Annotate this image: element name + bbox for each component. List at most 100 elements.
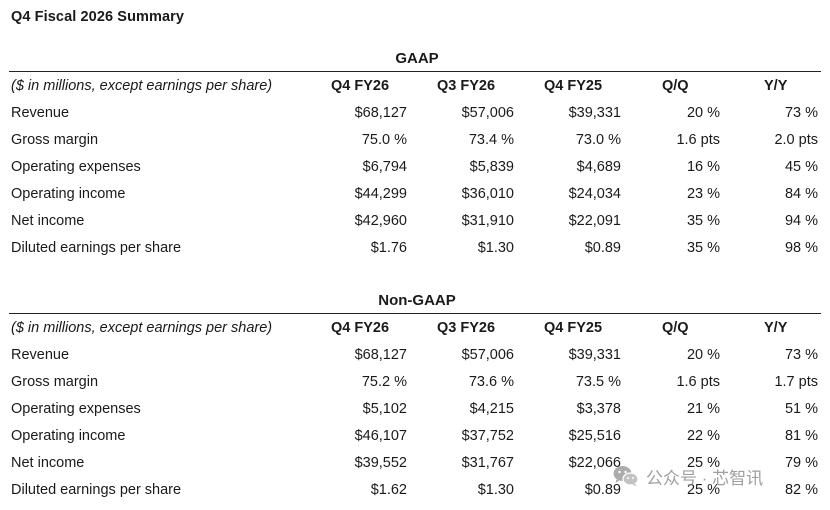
cell-q3fy26: $5,839: [469, 158, 514, 175]
table-row: Gross margin 75.0 % 73.4 % 73.0 % 1.6 pts 2.0…: [0, 127, 830, 153]
cell-qq: 35 %: [686, 212, 720, 229]
cell-qq: 23 %: [686, 185, 720, 202]
cell-yy: 51 %: [784, 400, 818, 417]
cell-yy: 1.7 pts: [774, 373, 818, 390]
cell-qq: 20 %: [686, 105, 720, 121]
cell-q3fy26: $37,752: [461, 427, 514, 444]
section-title: Non-GAAP: [378, 292, 456, 309]
cell-q3fy26: $31,910: [461, 212, 514, 229]
row-label: Operating income: [11, 427, 126, 444]
row-label: Diluted earnings per share: [11, 239, 182, 256]
column-header-q4fy26: Q4 FY26: [331, 320, 390, 336]
cell-q4fy26: $5,102: [362, 400, 407, 417]
cell-qq: 35 %: [686, 239, 720, 256]
cell-q4fy26: $1.76: [370, 239, 407, 256]
row-label: Net income: [11, 212, 85, 229]
cell-qq: 16 %: [686, 158, 720, 175]
table-row: Gross margin 75.2 % 73.6 % 73.5 % 1.6 pts 1.7…: [0, 369, 830, 395]
cell-yy: 84 %: [784, 185, 818, 202]
column-header-units: ($ in millions, except earnings per shar…: [11, 78, 273, 94]
row-label: Gross margin: [11, 373, 99, 390]
cell-q4fy26: $44,299: [354, 185, 407, 202]
cell-q4fy26: $68,127: [354, 105, 407, 121]
cell-yy: 98 %: [784, 239, 818, 256]
cell-q4fy25: $0.89: [584, 481, 621, 498]
table-row: Diluted earnings per share $1.62 $1.30 $0.8…: [0, 477, 830, 503]
cell-q4fy25: $4,689: [576, 158, 621, 175]
cell-qq: 21 %: [686, 400, 720, 417]
cell-q3fy26: $1.30: [477, 481, 514, 498]
cell-q3fy26: $57,006: [461, 347, 514, 363]
header-divider: [9, 313, 821, 314]
cell-qq: 22 %: [686, 427, 720, 444]
column-header-q4fy26: Q4 FY26: [331, 78, 390, 94]
cell-qq: 25 %: [686, 454, 720, 471]
cell-q4fy25: $39,331: [568, 347, 621, 363]
cell-q3fy26: 73.4 %: [468, 131, 514, 148]
cell-q4fy25: $3,378: [576, 400, 621, 417]
cell-yy: 94 %: [784, 212, 818, 229]
cell-q3fy26: $4,215: [469, 400, 514, 417]
table-row: Net income $39,552 $31,767 $22,066 25 % 79 %: [0, 450, 830, 476]
cell-q3fy26: $31,767: [461, 454, 514, 471]
cell-yy: 45 %: [784, 158, 818, 175]
column-header-yy: Y/Y: [764, 78, 788, 94]
cell-q4fy25: $0.89: [584, 239, 621, 256]
column-header-qq: Q/Q: [662, 78, 689, 94]
page-title: Q4 Fiscal 2026 Summary: [11, 9, 185, 25]
cell-q4fy25: 73.5 %: [575, 373, 621, 390]
cell-yy: 2.0 pts: [774, 131, 818, 148]
row-label: Operating expenses: [11, 158, 141, 175]
cell-yy: 81 %: [784, 427, 818, 444]
cell-yy: 73 %: [784, 105, 818, 121]
table-header-row: ($ in millions, except earnings per shar…: [0, 315, 830, 341]
cell-yy: 79 %: [784, 454, 818, 471]
table-row: Operating income $44,299 $36,010 $24,034 23 …: [0, 181, 830, 207]
cell-qq: 1.6 pts: [676, 373, 720, 390]
cell-q3fy26: 73.6 %: [468, 373, 514, 390]
table-row: Operating expenses $6,794 $5,839 $4,689 16 %…: [0, 154, 830, 180]
column-header-qq: Q/Q: [662, 320, 689, 336]
row-label: Revenue: [11, 347, 70, 363]
cell-q4fy26: $39,552: [354, 454, 407, 471]
section-title: GAAP: [395, 50, 439, 67]
cell-yy: 73 %: [784, 347, 818, 363]
column-header-q3fy26: Q3 FY26: [437, 320, 496, 336]
table-row: Diluted earnings per share $1.76 $1.30 $0.8…: [0, 235, 830, 261]
table-row: Operating income $46,107 $37,752 $25,516 22 …: [0, 423, 830, 449]
cell-q4fy25: $24,034: [568, 185, 621, 202]
column-header-q4fy25: Q4 FY25: [544, 78, 603, 94]
cell-q4fy26: $42,960: [354, 212, 407, 229]
cell-q4fy25: 73.0 %: [575, 131, 621, 148]
cell-q4fy26: 75.2 %: [361, 373, 407, 390]
cell-qq: 20 %: [686, 347, 720, 363]
cell-yy: 82 %: [784, 481, 818, 498]
cell-q3fy26: $57,006: [461, 105, 514, 121]
table-row: Net income $42,960 $31,910 $22,091 35 % 94 %: [0, 208, 830, 234]
cell-q4fy25: $22,066: [568, 454, 621, 471]
cell-q4fy26: $68,127: [354, 347, 407, 363]
row-label: Gross margin: [11, 131, 99, 148]
header-divider: [9, 71, 821, 72]
cell-q3fy26: $1.30: [477, 239, 514, 256]
row-label: Operating expenses: [11, 400, 141, 417]
row-label: Diluted earnings per share: [11, 481, 182, 498]
cell-q4fy26: $1.62: [370, 481, 407, 498]
table-row: Revenue $68,127 $57,006 $39,331 20 % 73 %: [0, 100, 830, 126]
row-label: Net income: [11, 454, 85, 471]
row-label: Revenue: [11, 105, 70, 121]
column-header-q3fy26: Q3 FY26: [437, 78, 496, 94]
row-label: Operating income: [11, 185, 126, 202]
table-header-row: ($ in millions, except earnings per shar…: [0, 73, 830, 99]
table-row: Operating expenses $5,102 $4,215 $3,378 21 %…: [0, 396, 830, 422]
cell-q4fy25: $25,516: [568, 427, 621, 444]
cell-q3fy26: $36,010: [461, 185, 514, 202]
cell-q4fy26: 75.0 %: [361, 131, 407, 148]
column-header-q4fy25: Q4 FY25: [544, 320, 603, 336]
cell-qq: 1.6 pts: [676, 131, 720, 148]
cell-q4fy26: $46,107: [354, 427, 407, 444]
column-header-units: ($ in millions, except earnings per shar…: [11, 320, 273, 336]
cell-q4fy25: $22,091: [568, 212, 621, 229]
cell-q4fy25: $39,331: [568, 105, 621, 121]
cell-q4fy26: $6,794: [362, 158, 407, 175]
